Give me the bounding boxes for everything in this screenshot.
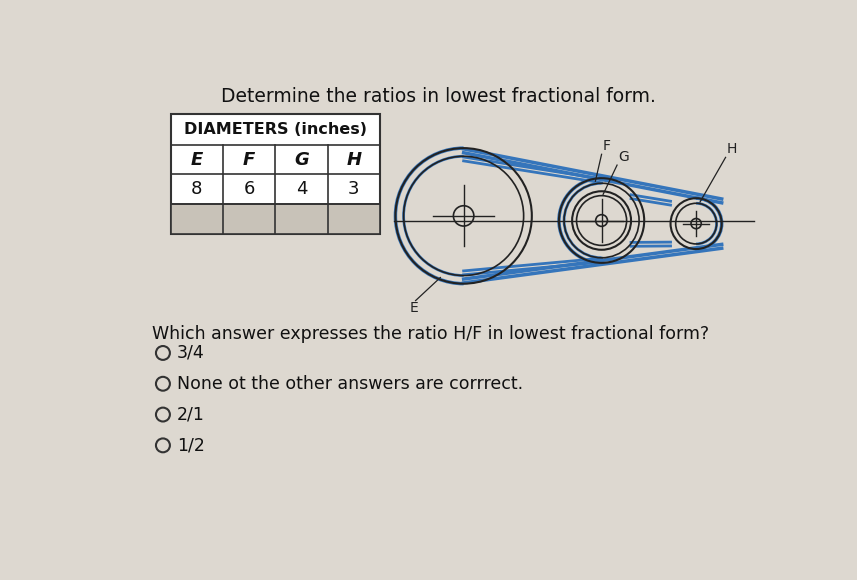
Text: 3/4: 3/4: [177, 344, 205, 362]
Bar: [171, 114, 380, 234]
Text: 3: 3: [348, 180, 360, 198]
Bar: [171, 204, 380, 234]
Text: 4: 4: [296, 180, 307, 198]
Text: H: H: [727, 142, 738, 156]
Text: G: G: [619, 150, 629, 164]
Text: H: H: [346, 151, 362, 169]
Text: Determine the ratios in lowest fractional form.: Determine the ratios in lowest fractiona…: [221, 86, 656, 106]
Text: E: E: [410, 300, 418, 314]
Text: 1/2: 1/2: [177, 436, 205, 454]
Text: Which answer expresses the ratio H/F in lowest fractional form?: Which answer expresses the ratio H/F in …: [152, 325, 710, 343]
Text: DIAMETERS (inches): DIAMETERS (inches): [183, 122, 367, 137]
Text: 8: 8: [191, 180, 202, 198]
Text: None ot the other answers are corrrect.: None ot the other answers are corrrect.: [177, 375, 523, 393]
Text: E: E: [191, 151, 203, 169]
Text: 2/1: 2/1: [177, 405, 205, 423]
Text: G: G: [294, 151, 309, 169]
Text: F: F: [603, 139, 611, 153]
Text: F: F: [243, 151, 255, 169]
Text: 6: 6: [243, 180, 255, 198]
